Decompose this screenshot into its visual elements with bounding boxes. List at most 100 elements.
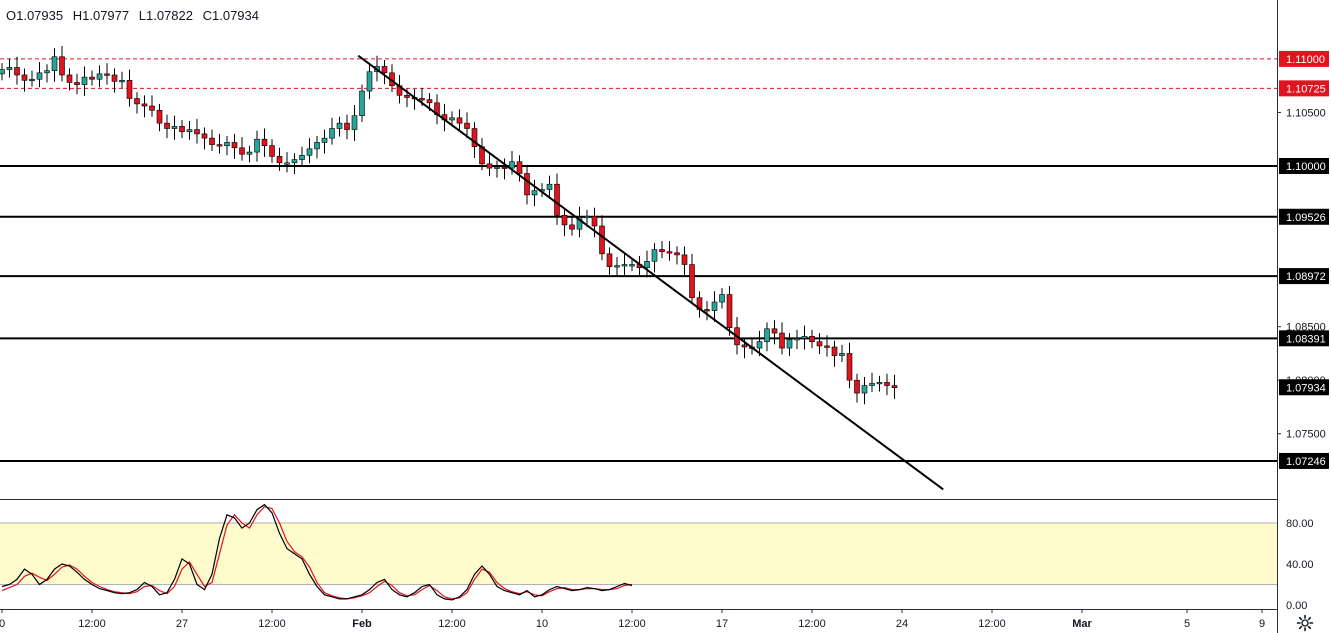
candle-body [96, 73, 103, 80]
level-label-box [1279, 208, 1329, 225]
candle-body [419, 98, 425, 101]
candle-body [614, 265, 620, 268]
candle-body [801, 335, 808, 339]
candle-body [306, 148, 313, 156]
candle-body [209, 137, 215, 145]
candle-body [494, 166, 500, 169]
candle-body [576, 217, 583, 230]
candle-body [831, 346, 838, 356]
level-label-box [1279, 268, 1329, 285]
candle-body [74, 82, 80, 85]
candle-body [816, 341, 823, 347]
level-label-box [1279, 452, 1329, 469]
time-tick-label: 17 [716, 618, 728, 630]
time-tick-label: 27 [176, 618, 188, 630]
candle-body [621, 264, 628, 267]
candle-body [629, 264, 635, 267]
candle-body [156, 110, 163, 124]
stoch-tick-label: 0.00 [1286, 600, 1307, 612]
candle-body [66, 74, 73, 83]
candle-body [681, 254, 688, 265]
candle-body [36, 72, 43, 80]
candle-body [809, 335, 815, 342]
candle-body [269, 145, 275, 157]
candle-body [29, 78, 35, 82]
price-tick-label: 1.07500 [1286, 429, 1326, 441]
candle-body [284, 162, 290, 165]
candle-body [854, 379, 860, 394]
candle-body [194, 129, 200, 135]
candle-body [104, 73, 110, 76]
candle-body [0, 69, 5, 75]
red-level-label-box [1279, 80, 1329, 97]
candle-body [839, 353, 845, 356]
candle-body [456, 117, 463, 124]
candle-body [689, 264, 695, 299]
candle-body [141, 103, 148, 107]
candle-body [119, 80, 125, 83]
candle-body [344, 122, 350, 130]
candle-body [704, 309, 710, 312]
red-level-label: 1.10725 [1286, 83, 1326, 95]
candle-body [449, 117, 455, 121]
ohlc-open: O1.07935 [6, 8, 64, 23]
candle-body [464, 122, 470, 129]
candle-body [404, 95, 410, 98]
candle-body [314, 142, 320, 150]
candle-body [111, 74, 118, 82]
candle-body [561, 214, 568, 226]
candle-body [599, 225, 605, 255]
stoch-band [0, 523, 1277, 585]
candle-body [336, 122, 343, 129]
candle-body [876, 382, 883, 385]
candle-body [299, 154, 305, 160]
level-label: 1.08972 [1286, 271, 1326, 283]
level-label-box [1279, 330, 1329, 347]
candle-body [591, 216, 598, 227]
candle-body [321, 137, 328, 143]
time-tick-label: 24 [896, 618, 908, 630]
candle-body [509, 161, 515, 169]
level-label: 1.08391 [1286, 333, 1326, 345]
candle-body [171, 126, 178, 129]
candle-body [606, 253, 613, 267]
candle-body [779, 332, 785, 349]
candle-body [134, 98, 140, 105]
candle-body [869, 383, 875, 386]
candle-body [546, 183, 553, 190]
candle-body [231, 142, 238, 149]
candle-body [824, 345, 830, 348]
time-tick-label: 12:00 [618, 618, 646, 630]
candle-body [276, 156, 283, 164]
candle-body [44, 70, 50, 74]
candle-body [261, 138, 268, 146]
time-tick-label: 9 [1259, 618, 1265, 630]
candle-body [81, 76, 88, 85]
candles [0, 46, 898, 405]
candle-body [329, 128, 335, 139]
horizontal-levels [0, 58, 1277, 462]
candle-body [726, 294, 733, 329]
candle-body [381, 66, 388, 74]
candle-body [359, 90, 365, 116]
candle-body [239, 147, 245, 155]
ohlc-high: H1.07977 [72, 8, 130, 23]
ohlc-close: C1.07934 [202, 8, 259, 23]
downtrend-line [357, 54, 944, 491]
candle-body [486, 163, 493, 169]
red-level-label-box [1279, 50, 1329, 67]
stoch-tick-label: 40.00 [1286, 559, 1314, 571]
candle-body [516, 161, 523, 174]
time-tick-label: 12:00 [258, 618, 286, 630]
candle-body [569, 224, 575, 230]
gear-icon[interactable] [1296, 614, 1314, 632]
candle-body [756, 341, 763, 349]
time-tick-label: 12:00 [978, 618, 1006, 630]
stoch-d-line [1, 505, 633, 600]
candle-body [471, 128, 478, 148]
level-label: 1.10000 [1286, 161, 1326, 173]
candle-body [861, 385, 868, 394]
level-label: 1.09526 [1286, 212, 1326, 224]
